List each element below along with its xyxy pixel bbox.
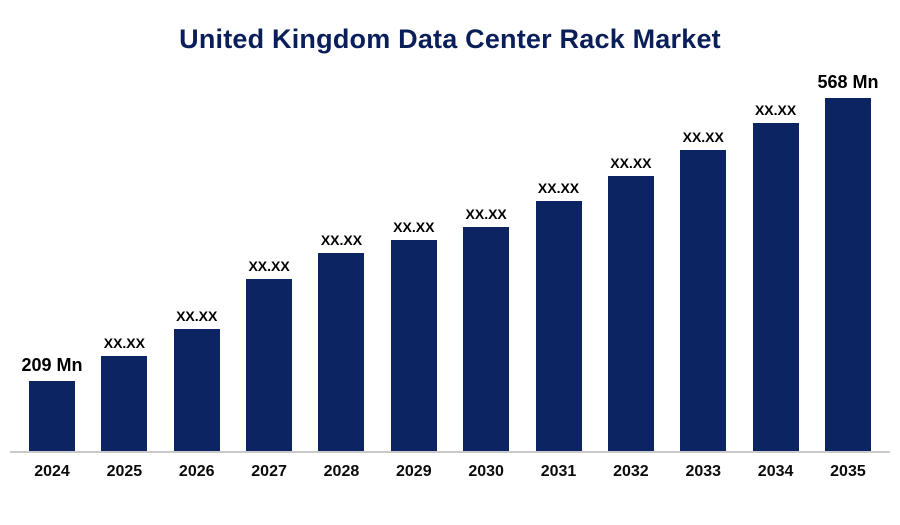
bar-column-2032: XX.XX [595,155,667,451]
bar-column-2030: XX.XX [450,206,522,451]
x-tick-label-2030: 2030 [468,463,504,480]
x-axis-labels: 2024 2025 2026 2027 2028 2029 2030 2031 2032 2033… [16,453,884,481]
bar-2034 [752,123,799,451]
x-tick-label-2026: 2026 [178,463,215,480]
bar-2029 [390,240,437,451]
bar-2033 [680,150,727,451]
bar-2032 [607,176,654,451]
bar-column-2035: 568 Mn [812,72,884,451]
bar-column-2028: XX.XX [305,232,377,451]
bar-column-2026: XX.XX [161,308,233,451]
x-tick-label-2033: 2033 [685,463,722,480]
x-tick-label-2029: 2029 [396,463,432,480]
bar-2035 [824,98,871,451]
bar-value-label-2035: 568 Mn [817,72,879,92]
x-axis-line [10,451,890,453]
bar-value-label-2026: XX.XX [176,308,218,324]
bar-2030 [463,227,510,451]
chart-title: United Kingdom Data Center Rack Market [179,24,721,54]
bar-column-2024: 209 Mn [16,355,88,451]
x-tick-label-2035: 2035 [830,463,866,480]
bar-value-label-2024: 209 Mn [21,355,83,375]
bar-value-label-2034: XX.XX [754,102,797,118]
bar-value-label-2029: XX.XX [393,219,435,235]
bar-value-label-2033: XX.XX [682,129,724,145]
bar-column-2034: XX.XX [740,102,812,451]
bar-2026 [173,329,220,451]
bar-2024 [29,381,75,451]
bar-2028 [318,253,365,451]
x-tick-label-2025: 2025 [106,463,143,480]
bar-2027 [246,279,293,451]
bar-column-2025: XX.XX [88,335,160,451]
bar-2025 [101,356,148,451]
x-tick-label-2031: 2031 [540,463,577,480]
x-tick-label-2028: 2028 [323,463,360,480]
x-tick-label-2024: 2024 [34,463,70,480]
bar-value-label-2025: XX.XX [103,335,145,351]
bar-chart: 209 Mn XX.XX XX.XX XX.XX XX.XX XX.XX XX.XX XX.X… [0,72,900,481]
x-tick-label-2027: 2027 [251,463,287,480]
bar-value-label-2031: XX.XX [537,180,580,196]
bar-value-label-2028: XX.XX [320,232,363,248]
bar-column-2027: XX.XX [233,258,305,451]
x-tick-label-2032: 2032 [613,463,649,480]
bar-2031 [535,201,582,451]
x-tick-label-2034: 2034 [757,463,794,480]
bar-value-label-2032: XX.XX [610,155,652,171]
bar-value-label-2027: XX.XX [248,258,290,274]
plot-area: 209 Mn XX.XX XX.XX XX.XX XX.XX XX.XX XX.XX XX.X… [16,72,884,451]
bar-column-2033: XX.XX [667,129,739,451]
bar-column-2031: XX.XX [523,180,595,451]
bar-value-label-2030: XX.XX [465,206,507,222]
bar-column-2029: XX.XX [378,219,450,451]
